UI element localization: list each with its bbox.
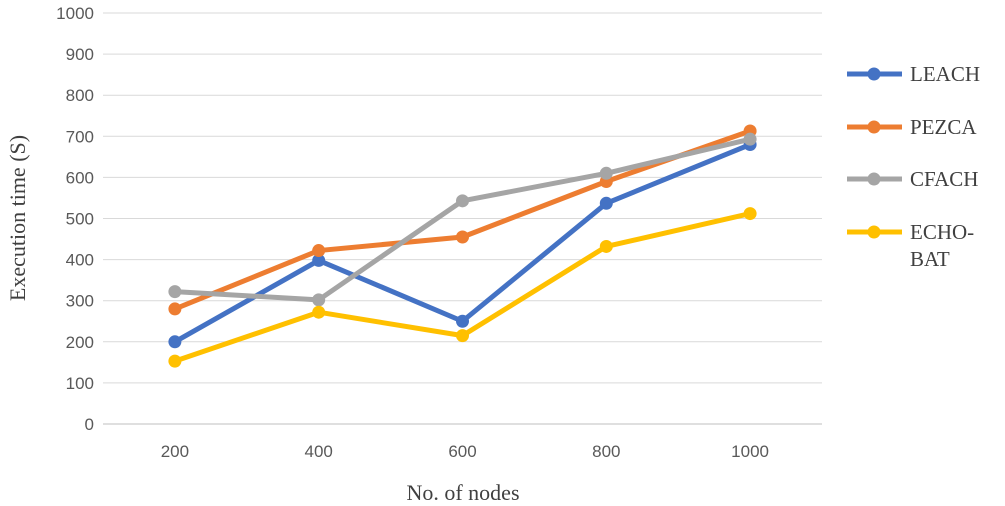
legend-label: LEACH (910, 62, 980, 86)
legend-swatch-marker (867, 225, 881, 239)
legend-label: ECHO-BAT (910, 220, 974, 271)
y-tick-label: 0 (85, 415, 94, 434)
legend-label: CFACH (910, 167, 978, 191)
legend-item: LEACH (847, 62, 980, 86)
data-point (312, 305, 326, 319)
y-tick-labels: 0 100 200 300 400 500 600 700 800 900 1000 (56, 4, 94, 434)
data-point (312, 253, 326, 267)
data-point (456, 194, 469, 208)
data-point (599, 239, 613, 253)
y-axis-title: Execution time (S) (5, 135, 30, 301)
data-point (168, 335, 182, 349)
x-axis-title: No. of nodes (406, 480, 519, 505)
x-tick-label: 400 (305, 442, 333, 461)
legend-swatch-marker (867, 172, 881, 186)
data-point (456, 329, 469, 343)
x-tick-label: 200 (161, 442, 189, 461)
x-tick-labels: 200 400 600 800 1000 (161, 442, 769, 461)
y-tick-label: 500 (66, 210, 94, 229)
y-tick-label: 100 (66, 374, 94, 393)
data-point (456, 230, 469, 244)
x-tick-label: 800 (592, 442, 620, 461)
y-tick-label: 600 (66, 168, 94, 187)
legend-item: ECHO-BAT (847, 220, 974, 271)
y-tick-label: 1000 (56, 4, 94, 23)
series-cfach (168, 132, 757, 307)
y-tick-label: 200 (66, 333, 94, 352)
y-tick-label: 300 (66, 292, 94, 311)
data-point (312, 293, 326, 307)
data-point (599, 196, 613, 210)
legend-item: CFACH (847, 167, 978, 191)
data-point (312, 244, 326, 258)
data-point (168, 285, 182, 299)
data-point (743, 207, 757, 221)
data-point (168, 354, 182, 368)
y-tick-label: 900 (66, 45, 94, 64)
y-tick-label: 400 (66, 251, 94, 270)
legend: LEACH PEZCA CFACH ECHO-BAT (847, 62, 980, 271)
data-point (743, 132, 757, 146)
data-point (456, 314, 469, 328)
series-echo-bat (168, 207, 757, 368)
grid-lines (103, 12, 822, 425)
data-point (168, 302, 182, 316)
legend-label: PEZCA (910, 115, 977, 139)
series-leach (168, 138, 757, 349)
data-point (599, 166, 613, 180)
series-group (168, 124, 757, 368)
legend-swatch-marker (867, 120, 881, 134)
x-tick-label: 600 (448, 442, 476, 461)
legend-item: PEZCA (847, 115, 977, 139)
x-tick-label: 1000 (731, 442, 769, 461)
series-pezca (168, 124, 757, 316)
y-tick-label: 700 (66, 127, 94, 146)
legend-swatch-marker (867, 67, 881, 81)
y-tick-label: 800 (66, 86, 94, 105)
